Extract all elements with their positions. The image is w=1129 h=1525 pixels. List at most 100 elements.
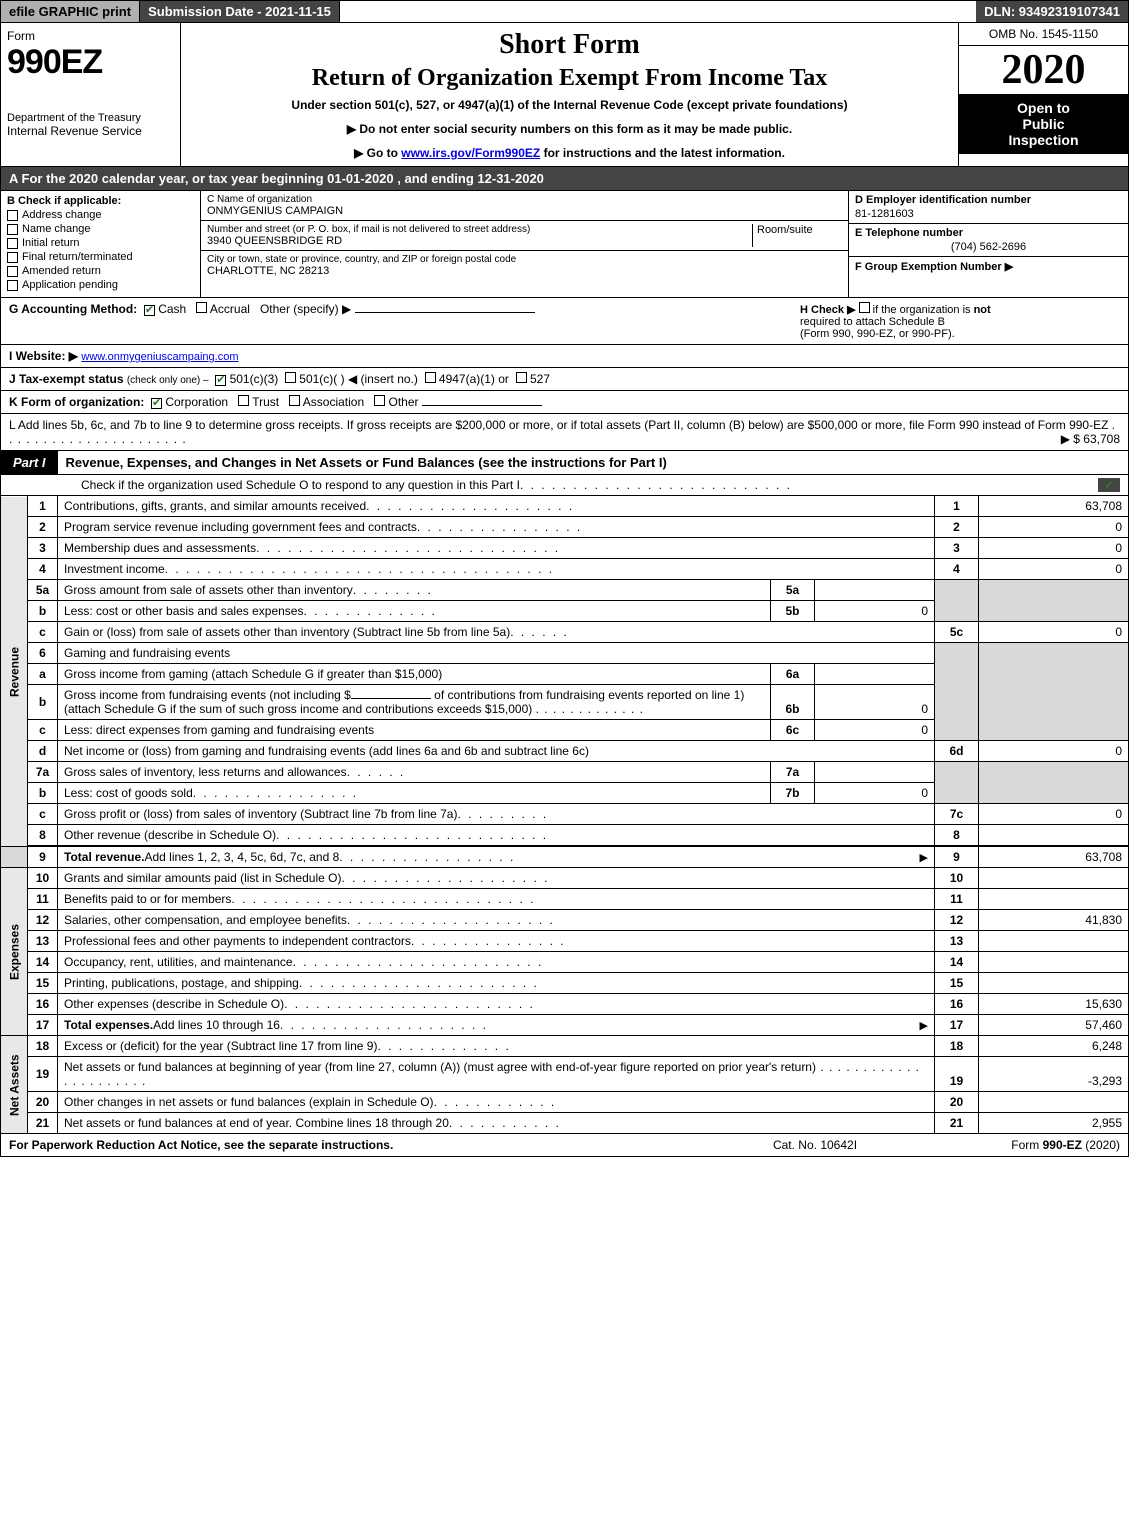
checkbox-501c-icon[interactable]	[285, 372, 296, 383]
checkbox-501c3-icon[interactable]	[215, 375, 226, 386]
check-final-return[interactable]: Final return/terminated	[7, 251, 194, 263]
table-row: 9 Total revenue. Add lines 1, 2, 3, 4, 5…	[1, 846, 1129, 868]
info-grid: B Check if applicable: Address change Na…	[0, 191, 1129, 298]
return-of-title: Return of Organization Exempt From Incom…	[191, 65, 948, 92]
footer-center: Cat. No. 10642I	[690, 1138, 940, 1152]
h-not: not	[974, 304, 991, 316]
c-label: C Name of organization	[207, 194, 842, 205]
check-amended-return[interactable]: Amended return	[7, 265, 194, 277]
phone-value: (704) 562-2696	[855, 239, 1122, 253]
j-527: 527	[530, 372, 550, 386]
i-label: I Website: ▶	[9, 349, 78, 363]
header-left: Form 990EZ Department of the Treasury In…	[1, 23, 181, 166]
efile-label: efile GRAPHIC print	[1, 1, 140, 22]
part-1-header: Part I Revenue, Expenses, and Changes in…	[0, 451, 1129, 475]
table-row: 3 Membership dues and assessments. . . .…	[1, 538, 1129, 559]
goto-pre: ▶ Go to	[354, 146, 401, 160]
j-4947: 4947(a)(1) or	[439, 372, 509, 386]
line-g: G Accounting Method: Cash Accrual Other …	[9, 302, 790, 340]
check-name-change[interactable]: Name change	[7, 223, 194, 235]
checkbox-icon[interactable]	[7, 280, 18, 291]
other-specify-line[interactable]	[355, 312, 535, 313]
open-line3: Inspection	[965, 132, 1122, 148]
table-row: d Net income or (loss) from gaming and f…	[1, 741, 1129, 762]
under-section-text: Under section 501(c), 527, or 4947(a)(1)…	[191, 98, 948, 112]
shaded-cell	[935, 580, 979, 622]
footer-left: For Paperwork Reduction Act Notice, see …	[9, 1138, 690, 1152]
table-row: Net Assets 18 Excess or (deficit) for th…	[1, 1036, 1129, 1057]
shaded-cell	[1, 846, 28, 868]
table-row: 20 Other changes in net assets or fund b…	[1, 1092, 1129, 1113]
part-1-sub-text: Check if the organization used Schedule …	[81, 478, 520, 492]
checkbox-icon[interactable]	[7, 252, 18, 263]
j-501c3: 501(c)(3)	[230, 372, 279, 386]
schedule-o-check-icon[interactable]	[1098, 478, 1120, 492]
omb-number: OMB No. 1545-1150	[959, 23, 1128, 46]
checkbox-icon[interactable]	[7, 266, 18, 277]
d-label: D Employer identification number	[855, 194, 1122, 206]
checkbox-corp-icon[interactable]	[151, 398, 162, 409]
checkbox-other-icon[interactable]	[374, 395, 385, 406]
website-link[interactable]: www.onmygeniuscampaing.com	[81, 351, 238, 363]
checkbox-accrual-icon[interactable]	[196, 302, 207, 313]
addr-label: Number and street (or P. O. box, if mail…	[207, 224, 752, 235]
checkbox-527-icon[interactable]	[516, 372, 527, 383]
checkbox-trust-icon[interactable]	[238, 395, 249, 406]
shaded-cell	[979, 762, 1129, 804]
line-i: I Website: ▶ www.onmygeniuscampaing.com	[0, 345, 1129, 368]
org-name-cell: C Name of organization ONMYGENIUS CAMPAI…	[201, 191, 848, 221]
checkbox-icon[interactable]	[7, 210, 18, 221]
dln-label: DLN: 93492319107341	[976, 1, 1128, 22]
g-label: G Accounting Method:	[9, 302, 137, 316]
ssn-warning: ▶ Do not enter social security numbers o…	[191, 122, 948, 136]
table-row: 14 Occupancy, rent, utilities, and maint…	[1, 952, 1129, 973]
part-1-label: Part I	[1, 451, 58, 474]
checkbox-icon[interactable]	[7, 224, 18, 235]
ein-value: 81-1281603	[855, 206, 1122, 220]
checkbox-cash-icon[interactable]	[144, 305, 155, 316]
part-1-title: Revenue, Expenses, and Changes in Net As…	[58, 451, 1128, 474]
shaded-cell	[979, 580, 1129, 622]
check-address-change[interactable]: Address change	[7, 209, 194, 221]
h-text3: required to attach Schedule B	[800, 316, 945, 328]
header-center: Short Form Return of Organization Exempt…	[181, 23, 958, 166]
header-right: OMB No. 1545-1150 2020 Open to Public In…	[958, 23, 1128, 166]
column-def: D Employer identification number 81-1281…	[848, 191, 1128, 297]
checkbox-4947-icon[interactable]	[425, 372, 436, 383]
table-row: 16 Other expenses (describe in Schedule …	[1, 994, 1129, 1015]
h-text4: (Form 990, 990-EZ, or 990-PF).	[800, 328, 955, 340]
l-amount: ▶ $ 63,708	[1061, 432, 1120, 446]
line-h: H Check ▶ if the organization is not req…	[790, 302, 1120, 340]
cash-label: Cash	[158, 302, 186, 316]
revenue-side-label: Revenue	[1, 496, 28, 846]
address-cell: Number and street (or P. O. box, if mail…	[201, 221, 848, 251]
checkbox-h-icon[interactable]	[859, 302, 870, 313]
line-j: J Tax-exempt status (check only one) ‒ 5…	[0, 368, 1129, 391]
room-suite: Room/suite	[752, 224, 842, 247]
city-value: CHARLOTTE, NC 28213	[207, 265, 842, 277]
shaded-cell	[935, 762, 979, 804]
irs-link[interactable]: www.irs.gov/Form990EZ	[401, 146, 540, 160]
checkbox-icon[interactable]	[7, 238, 18, 249]
table-row: 12 Salaries, other compensation, and emp…	[1, 910, 1129, 931]
l-text: L Add lines 5b, 6c, and 7b to line 9 to …	[9, 418, 1108, 432]
table-row: 6 Gaming and fundraising events	[1, 643, 1129, 664]
phone-cell: E Telephone number (704) 562-2696	[849, 224, 1128, 257]
f-label: F Group Exemption Number ▶	[855, 261, 1013, 273]
k-other-line[interactable]	[422, 405, 542, 406]
check-application-pending[interactable]: Application pending	[7, 279, 194, 291]
footer-right: Form 990-EZ (2020)	[940, 1138, 1120, 1152]
shaded-cell	[935, 643, 979, 741]
goto-post: for instructions and the latest informat…	[540, 146, 785, 160]
h-label: H Check ▶	[800, 304, 856, 316]
k-trust: Trust	[252, 395, 279, 409]
checkbox-assoc-icon[interactable]	[289, 395, 300, 406]
line-l: L Add lines 5b, 6c, and 7b to line 9 to …	[0, 414, 1129, 451]
form-word: Form	[7, 29, 174, 43]
j-sub: (check only one) ‒	[127, 375, 209, 386]
table-row: 7a Gross sales of inventory, less return…	[1, 762, 1129, 783]
check-initial-return[interactable]: Initial return	[7, 237, 194, 249]
table-row: 15 Printing, publications, postage, and …	[1, 973, 1129, 994]
part-1-table: Revenue 1 Contributions, gifts, grants, …	[0, 496, 1129, 1134]
table-row: 4 Investment income. . . . . . . . . . .…	[1, 559, 1129, 580]
